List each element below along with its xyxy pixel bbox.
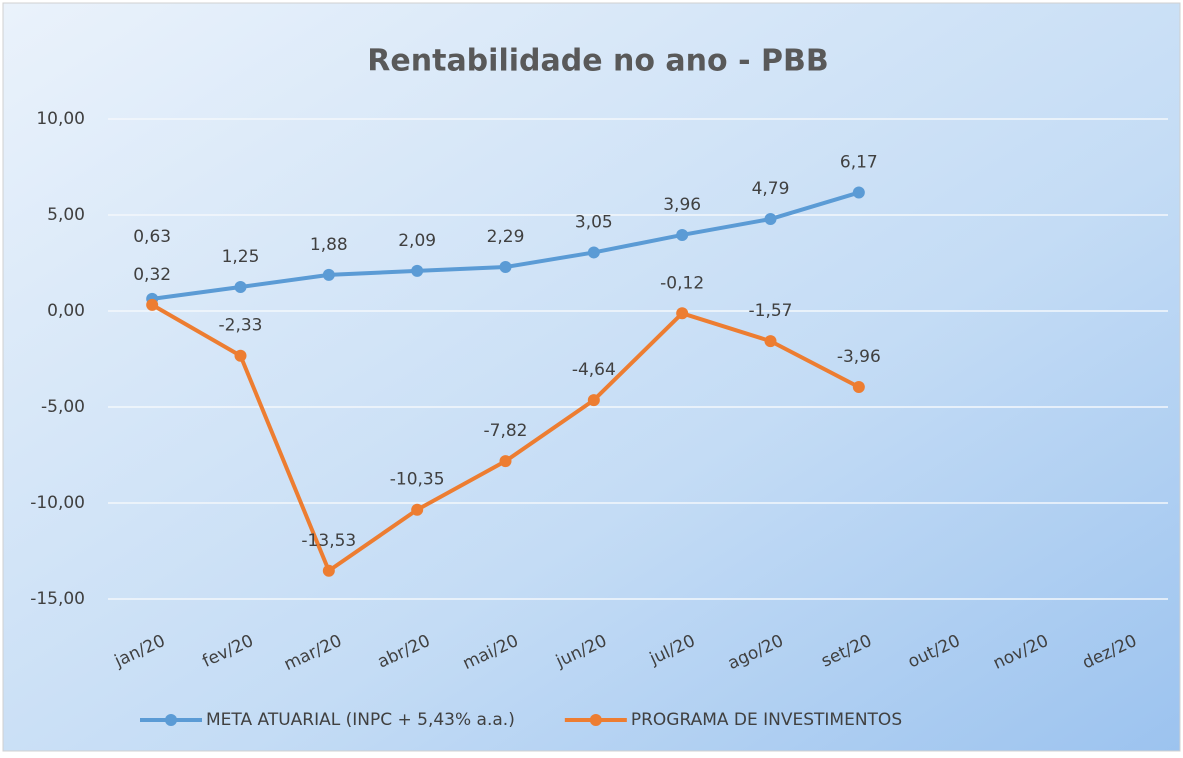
data-label: 1,88 [310, 235, 348, 255]
data-label: 6,17 [840, 153, 878, 173]
data-label: 2,09 [398, 231, 436, 251]
data-point [499, 455, 512, 468]
y-tick-label: 0,00 [47, 301, 85, 321]
data-label: -0,12 [660, 273, 704, 293]
y-tick-label: -5,00 [41, 397, 85, 417]
data-label: 0,32 [133, 265, 171, 285]
data-point [234, 349, 247, 362]
data-point [499, 261, 512, 274]
data-label: 2,29 [487, 227, 525, 247]
data-point [322, 564, 335, 577]
data-label: 4,79 [752, 179, 790, 199]
data-label: -10,35 [390, 470, 445, 490]
data-label: 3,05 [575, 212, 613, 232]
data-label: -1,57 [749, 301, 793, 321]
y-tick-label: -15,00 [30, 589, 85, 609]
data-label: -7,82 [484, 421, 528, 441]
legend-marker [165, 714, 177, 726]
data-label: 1,25 [222, 247, 260, 267]
data-point [852, 381, 865, 394]
data-point [587, 246, 600, 259]
legend-label: META ATUARIAL (INPC + 5,43% a.a.) [206, 710, 515, 730]
data-point [764, 213, 777, 226]
data-point [676, 307, 689, 320]
y-tick-label: 5,00 [47, 205, 85, 225]
data-point [146, 298, 159, 311]
data-point [676, 228, 689, 241]
data-point [234, 281, 247, 293]
legend-marker [589, 714, 602, 726]
data-point [852, 186, 865, 199]
data-point [322, 268, 335, 281]
data-point [411, 264, 424, 277]
legend-label: PROGRAMA DE INVESTIMENTOS [631, 710, 902, 730]
data-point [587, 394, 600, 407]
data-point [411, 503, 424, 516]
chart-title: Rentabilidade no ano - PBB [367, 44, 828, 79]
data-label: -4,64 [572, 360, 616, 380]
data-label: -2,33 [219, 316, 263, 336]
data-label: 0,63 [133, 227, 171, 247]
data-label: -3,96 [837, 347, 881, 367]
y-tick-label: -10,00 [30, 493, 85, 513]
data-label: 3,96 [663, 195, 701, 215]
data-label: -13,53 [301, 531, 356, 551]
y-tick-label: 10,00 [36, 109, 85, 129]
data-point [764, 335, 777, 348]
